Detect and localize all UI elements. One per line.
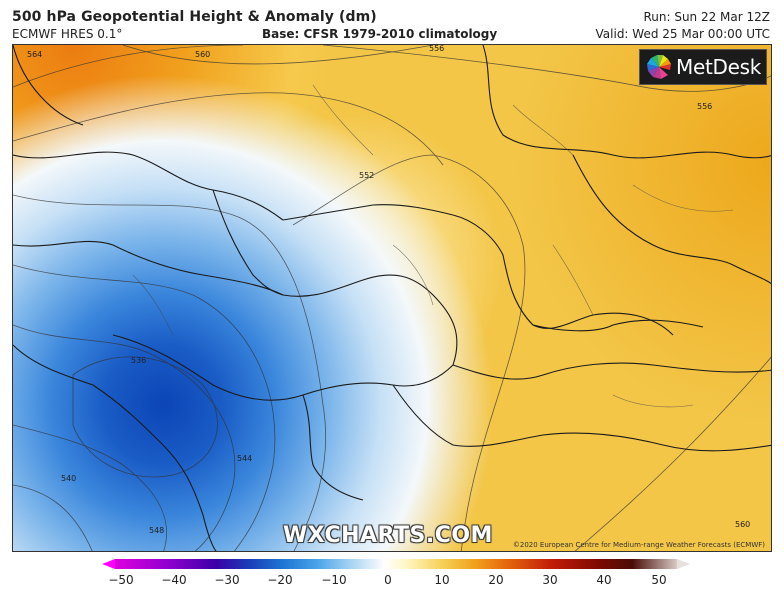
colorbar-tick: 0 [384,573,392,587]
anomaly-map[interactable]: 564 560 556 556 552 536 544 540 548 560 [12,44,772,552]
metdesk-logo-icon [646,54,672,80]
metdesk-logo: MetDesk [639,49,767,85]
colorbar-tick: −20 [267,573,293,587]
contour-label: 552 [359,171,374,180]
chart-title: 500 hPa Geopotential Height & Anomaly (d… [12,9,377,25]
valid-label: Valid: Wed 25 Mar 00:00 UTC [595,27,770,41]
run-label: Run: Sun 22 Mar 12Z [643,10,770,24]
copyright-notice: ©2020 European Centre for Medium-range W… [512,541,765,549]
colorbar-tick: −40 [161,573,187,587]
contour-label: 560 [195,50,210,59]
base-label: Base: CFSR 1979-2010 climatology [262,27,498,41]
colorbar: −50 −40 −30 −20 −10 0 10 20 30 40 50 [0,555,784,600]
contour-label: 556 [697,102,712,111]
contour-label: 564 [27,50,42,59]
colorbar-tick: −50 [108,573,134,587]
colorbar-max-arrow [677,559,690,569]
contour-label: 556 [429,45,444,53]
contour-label: 560 [735,520,750,529]
chart-header: 500 hPa Geopotential Height & Anomaly (d… [0,0,784,44]
colorbar-min-arrow [102,559,115,569]
colorbar-tick: 30 [542,573,558,587]
colorbar-tick: 40 [596,573,612,587]
colorbar-tick: 20 [488,573,504,587]
colorbar-gradient [115,559,677,569]
contour-label: 544 [237,454,252,463]
contour-label: 536 [131,356,146,365]
colorbar-tick: −10 [321,573,347,587]
colorbar-tick: 50 [651,573,667,587]
colorbar-tick: −30 [214,573,240,587]
region-borders [132,84,734,408]
colorbar-tick: 10 [434,573,450,587]
metdesk-logo-text: MetDesk [676,55,762,79]
contour-labels: 564 560 556 556 552 536 544 540 548 560 [27,45,750,535]
model-label: ECMWF HRES 0.1° [12,27,123,41]
wxcharts-watermark: WXCHARTS.COM [283,523,493,548]
contour-label: 548 [149,526,164,535]
country-borders [13,45,771,551]
contour-label: 540 [61,474,76,483]
negative-anomaly [13,45,771,551]
height-contours [13,45,771,551]
map-canvas: 564 560 556 556 552 536 544 540 548 560 [13,45,771,551]
